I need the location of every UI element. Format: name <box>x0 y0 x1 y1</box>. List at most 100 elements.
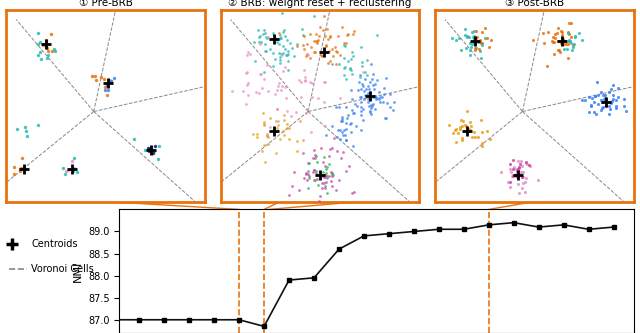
Point <box>465 127 475 132</box>
Point <box>504 179 515 185</box>
Point <box>92 78 102 83</box>
Point <box>378 100 388 105</box>
Point <box>302 177 312 183</box>
Point <box>324 154 334 159</box>
Point <box>365 110 375 115</box>
Point <box>508 173 518 178</box>
Point <box>290 206 300 211</box>
Point <box>347 97 357 102</box>
Point <box>600 95 610 100</box>
Point <box>273 123 283 128</box>
Point <box>47 48 58 53</box>
Point <box>308 155 319 161</box>
Point <box>353 79 364 85</box>
Point <box>465 120 476 125</box>
Point <box>339 43 349 49</box>
Point <box>320 123 330 128</box>
Point <box>270 56 280 62</box>
Point <box>272 107 282 112</box>
Point <box>475 38 485 43</box>
Point <box>563 55 573 61</box>
Point <box>346 57 356 62</box>
Point <box>513 171 524 176</box>
Point <box>596 97 606 102</box>
Point <box>227 88 237 94</box>
Point <box>521 175 531 180</box>
Point <box>283 67 293 72</box>
Point <box>19 167 29 172</box>
Point <box>335 53 345 58</box>
Point <box>345 66 355 71</box>
Point <box>104 77 114 83</box>
Point <box>258 111 268 116</box>
Point <box>476 56 486 61</box>
Point <box>348 32 358 37</box>
Point <box>356 109 367 114</box>
Point <box>557 29 567 34</box>
Point <box>470 42 481 47</box>
Point <box>541 63 552 68</box>
Point <box>309 148 319 153</box>
Point <box>596 108 607 113</box>
Point <box>284 126 294 131</box>
Point <box>257 39 267 45</box>
Point <box>337 118 347 123</box>
Point <box>468 34 478 39</box>
Point <box>470 134 481 140</box>
Point <box>301 42 312 47</box>
Point <box>474 46 484 52</box>
Point <box>513 167 524 172</box>
Point <box>520 190 530 195</box>
Point <box>100 85 110 90</box>
Point <box>283 52 293 57</box>
Point <box>254 91 264 96</box>
Point <box>243 80 253 86</box>
Point <box>289 54 300 59</box>
Point <box>558 38 568 43</box>
Point <box>451 140 461 145</box>
Point <box>327 170 337 176</box>
Point <box>309 39 319 44</box>
Point <box>555 49 565 54</box>
Point <box>470 28 481 33</box>
Point <box>517 174 527 179</box>
Point <box>279 113 289 118</box>
Point <box>553 38 563 44</box>
Point <box>263 141 273 147</box>
Point <box>563 31 573 36</box>
Point <box>319 174 330 180</box>
Point <box>477 144 487 149</box>
Point <box>569 41 579 47</box>
Point <box>514 166 524 171</box>
Point <box>282 125 292 130</box>
Point <box>44 49 54 54</box>
Point <box>271 39 282 44</box>
Point <box>42 45 52 51</box>
Point <box>282 37 292 42</box>
Point <box>337 133 348 138</box>
Point <box>102 82 113 88</box>
Point <box>280 95 291 101</box>
Point <box>552 31 562 36</box>
Point <box>264 124 275 130</box>
Point <box>276 51 286 57</box>
Point <box>318 27 328 32</box>
Point <box>470 34 480 40</box>
Point <box>333 128 343 133</box>
Point <box>298 33 308 38</box>
Point <box>365 79 375 85</box>
Point <box>566 40 576 46</box>
Point <box>259 123 269 128</box>
Point <box>619 104 629 109</box>
Point <box>280 33 290 39</box>
Point <box>564 38 575 44</box>
Point <box>259 121 269 127</box>
Point <box>457 123 467 129</box>
Point <box>95 74 106 79</box>
Point <box>326 184 337 189</box>
Point <box>550 32 560 37</box>
Point <box>380 115 390 121</box>
Point <box>275 37 285 42</box>
Point <box>336 119 346 124</box>
Point <box>365 112 376 117</box>
